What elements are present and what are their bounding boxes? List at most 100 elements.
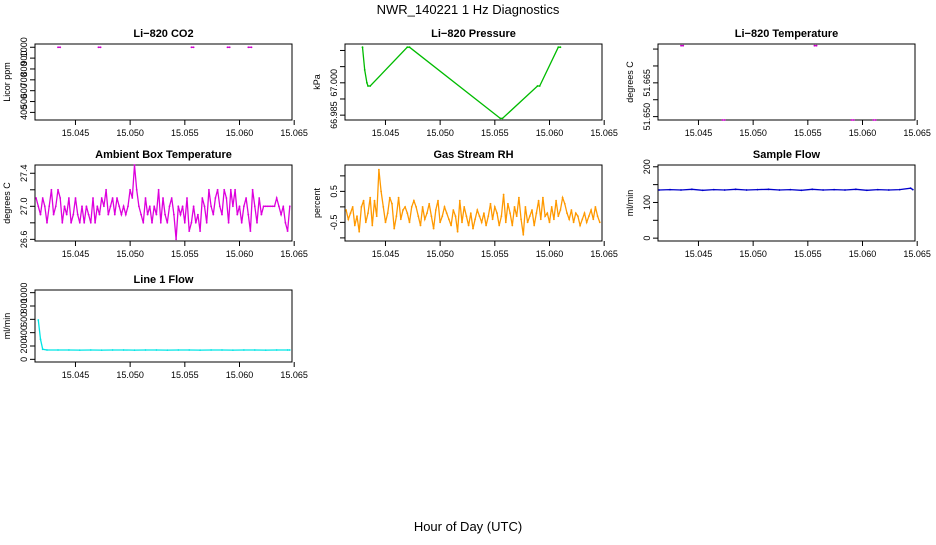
data-point <box>356 215 358 218</box>
x-tick-label: 15.060 <box>849 128 877 138</box>
data-point <box>144 197 147 199</box>
data-point <box>406 46 409 49</box>
data-point <box>92 197 94 199</box>
data-point <box>78 221 81 224</box>
data-point <box>432 227 435 230</box>
x-tick-label: 15.065 <box>280 370 308 380</box>
data-point <box>855 188 857 191</box>
data-point <box>550 206 553 208</box>
data-point <box>280 213 282 216</box>
data-point <box>745 189 748 191</box>
x-tick-label: 15.060 <box>226 370 254 380</box>
x-tick-label: 15.060 <box>536 128 564 138</box>
data-point <box>144 349 147 351</box>
data-point <box>243 349 245 351</box>
data-point <box>410 206 413 208</box>
y-tick-label: 1000 <box>19 283 29 303</box>
data-point <box>592 218 595 221</box>
data-point <box>286 230 289 233</box>
data-point <box>288 349 291 351</box>
data-point <box>583 212 586 215</box>
data-point <box>170 197 173 199</box>
data-point <box>96 205 99 208</box>
x-tick-label: 15.055 <box>171 249 199 259</box>
data-point <box>382 206 385 208</box>
data-point <box>513 206 516 208</box>
data-point <box>247 213 250 216</box>
data-point <box>155 349 158 351</box>
data-point <box>911 188 914 191</box>
data-point <box>408 221 411 224</box>
data-point <box>253 205 256 208</box>
data-point <box>362 199 365 202</box>
data-point <box>480 221 483 224</box>
x-tick-label: 15.060 <box>226 128 254 138</box>
data-point <box>89 221 92 224</box>
y-tick-label: 600 <box>19 312 29 327</box>
data-point <box>345 209 347 211</box>
data-point <box>669 188 671 191</box>
data-point <box>419 224 422 227</box>
data-point <box>286 349 289 351</box>
data-point <box>518 196 520 199</box>
data-point <box>188 349 191 351</box>
x-tick-label: 15.065 <box>590 128 618 138</box>
data-point <box>500 215 503 218</box>
y-tick-label: 200 <box>19 338 29 353</box>
data-point <box>413 199 415 202</box>
data-point <box>229 188 232 191</box>
data-point <box>487 215 490 218</box>
data-point <box>909 187 912 190</box>
data-point <box>52 213 55 216</box>
data-point <box>269 205 271 208</box>
data-point <box>85 205 88 208</box>
data-point <box>65 213 68 216</box>
data-point <box>472 227 474 230</box>
data-point <box>491 218 494 221</box>
data-point <box>590 209 592 211</box>
plot-frame <box>34 43 293 121</box>
data-point <box>456 230 459 233</box>
data-point <box>876 188 879 191</box>
data-point <box>140 213 143 216</box>
data-point <box>536 85 539 87</box>
x-tick-label: 15.050 <box>116 249 144 259</box>
data-point <box>384 221 387 224</box>
data-point <box>250 46 253 49</box>
data-point <box>680 44 682 47</box>
data-point <box>533 224 536 227</box>
data-point <box>133 164 136 166</box>
data-point <box>208 188 210 191</box>
y-axis-label: ml/min <box>625 190 635 217</box>
data-point <box>874 119 877 121</box>
data-point <box>358 230 361 233</box>
y-tick-label: 0 <box>19 357 29 362</box>
data-point <box>232 349 234 351</box>
data-point <box>282 205 285 208</box>
x-tick-label: 15.060 <box>536 249 564 259</box>
panel-title: Li−820 CO2 <box>133 28 193 40</box>
series-line <box>361 46 561 120</box>
data-point <box>563 202 566 205</box>
data-point <box>146 213 149 216</box>
data-point <box>111 349 114 351</box>
data-point <box>421 206 424 208</box>
data-point <box>100 349 103 351</box>
data-point <box>813 44 816 47</box>
series-line <box>35 164 291 240</box>
data-point <box>363 69 366 71</box>
data-point <box>367 212 369 215</box>
data-point <box>221 213 223 216</box>
data-point <box>507 202 509 205</box>
y-tick-label: 400 <box>19 325 29 340</box>
y-tick-label: 27.4 <box>19 164 29 182</box>
data-point <box>406 212 409 215</box>
y-tick-label: 900 <box>19 51 29 66</box>
x-tick-label: 15.045 <box>685 128 713 138</box>
data-point <box>76 213 79 216</box>
data-point <box>253 349 256 351</box>
data-point <box>369 196 372 199</box>
data-point <box>260 213 263 216</box>
